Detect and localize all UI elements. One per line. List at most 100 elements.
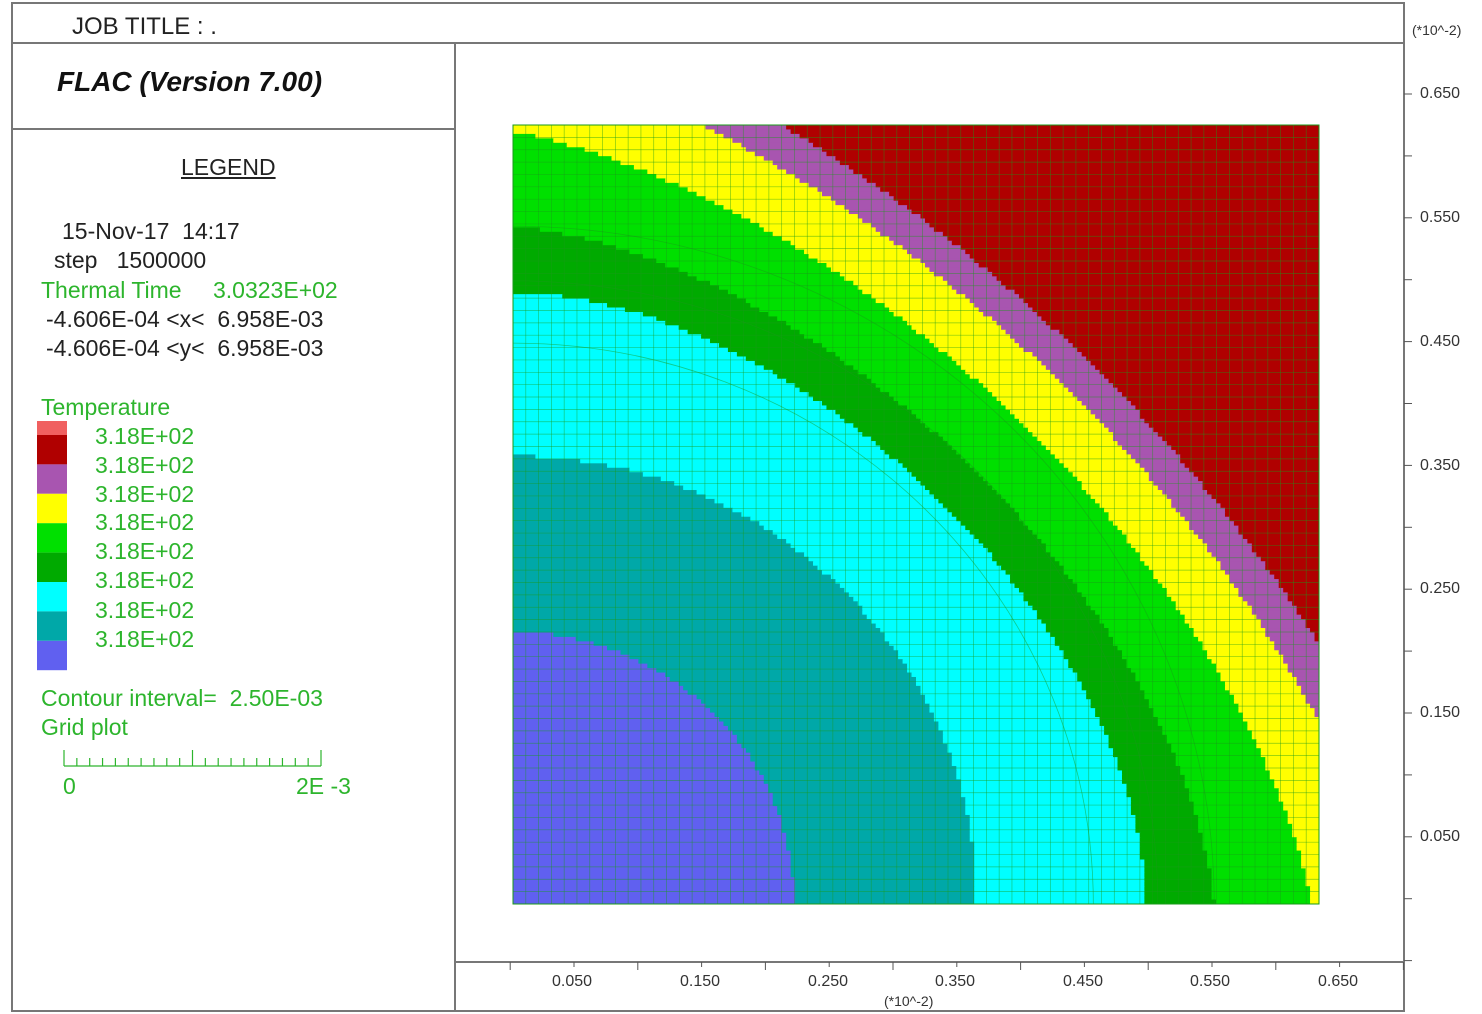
contour-band-cell: [1287, 663, 1319, 669]
contour-band-cell: [1036, 614, 1101, 620]
contour-band-cell: [1130, 806, 1195, 812]
contour-band-cell: [1130, 400, 1319, 407]
contour-band-cell: [1287, 596, 1319, 602]
contour-band-cell: [1184, 619, 1262, 625]
contour-band-cell: [513, 601, 859, 607]
contour-band-cell: [862, 432, 939, 438]
contour-band-cell: [942, 231, 1319, 237]
contour-band-cell: [1032, 307, 1319, 313]
contour-band-cell: [1108, 632, 1195, 638]
contour-band-cell: [513, 133, 536, 139]
contour-band-cell: [790, 543, 984, 549]
contour-band-cell: [513, 837, 787, 843]
contour-band-cell: [965, 801, 1132, 807]
contour-band-cell: [1121, 774, 1186, 780]
contour-band-cell: [1144, 863, 1208, 869]
contour-band-cell: [665, 178, 801, 184]
contour-band-cell: [513, 205, 725, 211]
contour-band-cell: [951, 356, 1038, 362]
contour-band-cell: [1113, 748, 1172, 754]
contour-band-cell: [1305, 694, 1319, 700]
x-tick-label: 0.050: [552, 973, 593, 990]
contour-band-cell: [589, 298, 747, 304]
contour-band-cell: [804, 249, 908, 255]
contour-band-cell: [696, 191, 823, 197]
contour-band-cell: [1180, 458, 1319, 464]
contour-band-cell: [513, 374, 778, 380]
legend-swatch: [37, 464, 67, 494]
contour-band-cell: [513, 779, 765, 785]
contour-band-cell: [1121, 530, 1195, 536]
contour-band-cell: [1171, 498, 1217, 504]
contour-band-cell: [1090, 494, 1168, 500]
contour-band-cell: [513, 138, 554, 144]
contour-band-cell: [1108, 427, 1154, 433]
contour-band-cell: [513, 730, 734, 736]
contour-band-cell: [513, 156, 613, 162]
contour-band-cell: [947, 743, 1110, 749]
contour-band-cell: [1220, 503, 1319, 509]
contour-band-cell: [1121, 445, 1172, 451]
contour-band-cell: [1018, 418, 1101, 424]
contour-band-cell: [1144, 859, 1208, 865]
contour-band-cell: [513, 383, 796, 389]
contour-band-cell: [513, 427, 859, 433]
contour-band-cell: [1095, 712, 1154, 718]
contour-band-cell: [821, 343, 935, 349]
contour-band-cell: [790, 850, 975, 856]
contour-band-cell: [513, 503, 725, 509]
contour-band-cell: [947, 352, 1034, 358]
contour-band-cell: [1018, 512, 1110, 518]
level-label: 3.18E+02: [95, 626, 195, 652]
y-tick-label: 0.050: [1420, 828, 1461, 845]
contour-band-cell: [929, 222, 1319, 228]
contour-band-cell: [513, 797, 774, 803]
contour-band-cell: [1189, 797, 1280, 803]
contour-band-cell: [880, 628, 1047, 634]
contour-band-cell: [907, 668, 1074, 674]
contour-band-cell: [1063, 463, 1141, 469]
contour-band-cell: [1184, 463, 1319, 469]
contour-band-cell: [974, 534, 1038, 540]
contour-band-cell: [513, 125, 707, 131]
contour-band-cell: [844, 205, 908, 211]
contour-band-cell: [1202, 832, 1293, 838]
contour-band-cell: [853, 596, 1025, 602]
contour-band-cell: [1005, 285, 1319, 291]
contour-band-cell: [1139, 832, 1204, 838]
contour-band-cell: [1220, 565, 1266, 571]
contour-band-cell: [660, 476, 917, 482]
contour-band-cell: [1216, 668, 1289, 674]
contour-band-cell: [1211, 552, 1257, 558]
contour-band-cell: [1242, 712, 1316, 718]
contour-band-cell: [786, 832, 971, 838]
contour-band-cell: [1310, 895, 1319, 901]
contour-band-cell: [974, 881, 1145, 887]
legend-heading: LEGEND: [181, 154, 276, 180]
contour-band-cell: [1162, 583, 1235, 589]
scale-start: 0: [63, 773, 76, 799]
contour-band-cell: [1296, 846, 1319, 852]
contour-band-cell: [1081, 352, 1319, 358]
contour-band-cell: [1086, 596, 1172, 602]
contour-band-cell: [772, 792, 962, 798]
contour-band-cell: [817, 187, 881, 193]
contour-band-cell: [1274, 645, 1319, 651]
contour-band-cell: [1027, 601, 1087, 607]
contour-band-cell: [1229, 574, 1275, 580]
contour-band-cell: [1081, 681, 1141, 687]
contour-band-cell: [562, 231, 774, 237]
contour-band-cell: [513, 801, 774, 807]
contour-band-cell: [1023, 298, 1319, 304]
contour-band-cell: [853, 423, 926, 429]
contour-band-cell: [513, 610, 863, 616]
contour-band-cell: [696, 490, 931, 496]
contour-band-cell: [844, 587, 1020, 593]
contour-band-cell: [1251, 547, 1319, 553]
contour-band-cell: [705, 125, 787, 131]
contour-band-cell: [665, 320, 787, 326]
contour-band-cell: [1148, 565, 1222, 571]
contour-band-cell: [1086, 690, 1145, 696]
contour-band-cell: [1189, 525, 1239, 531]
contour-band-cell: [1126, 663, 1217, 669]
